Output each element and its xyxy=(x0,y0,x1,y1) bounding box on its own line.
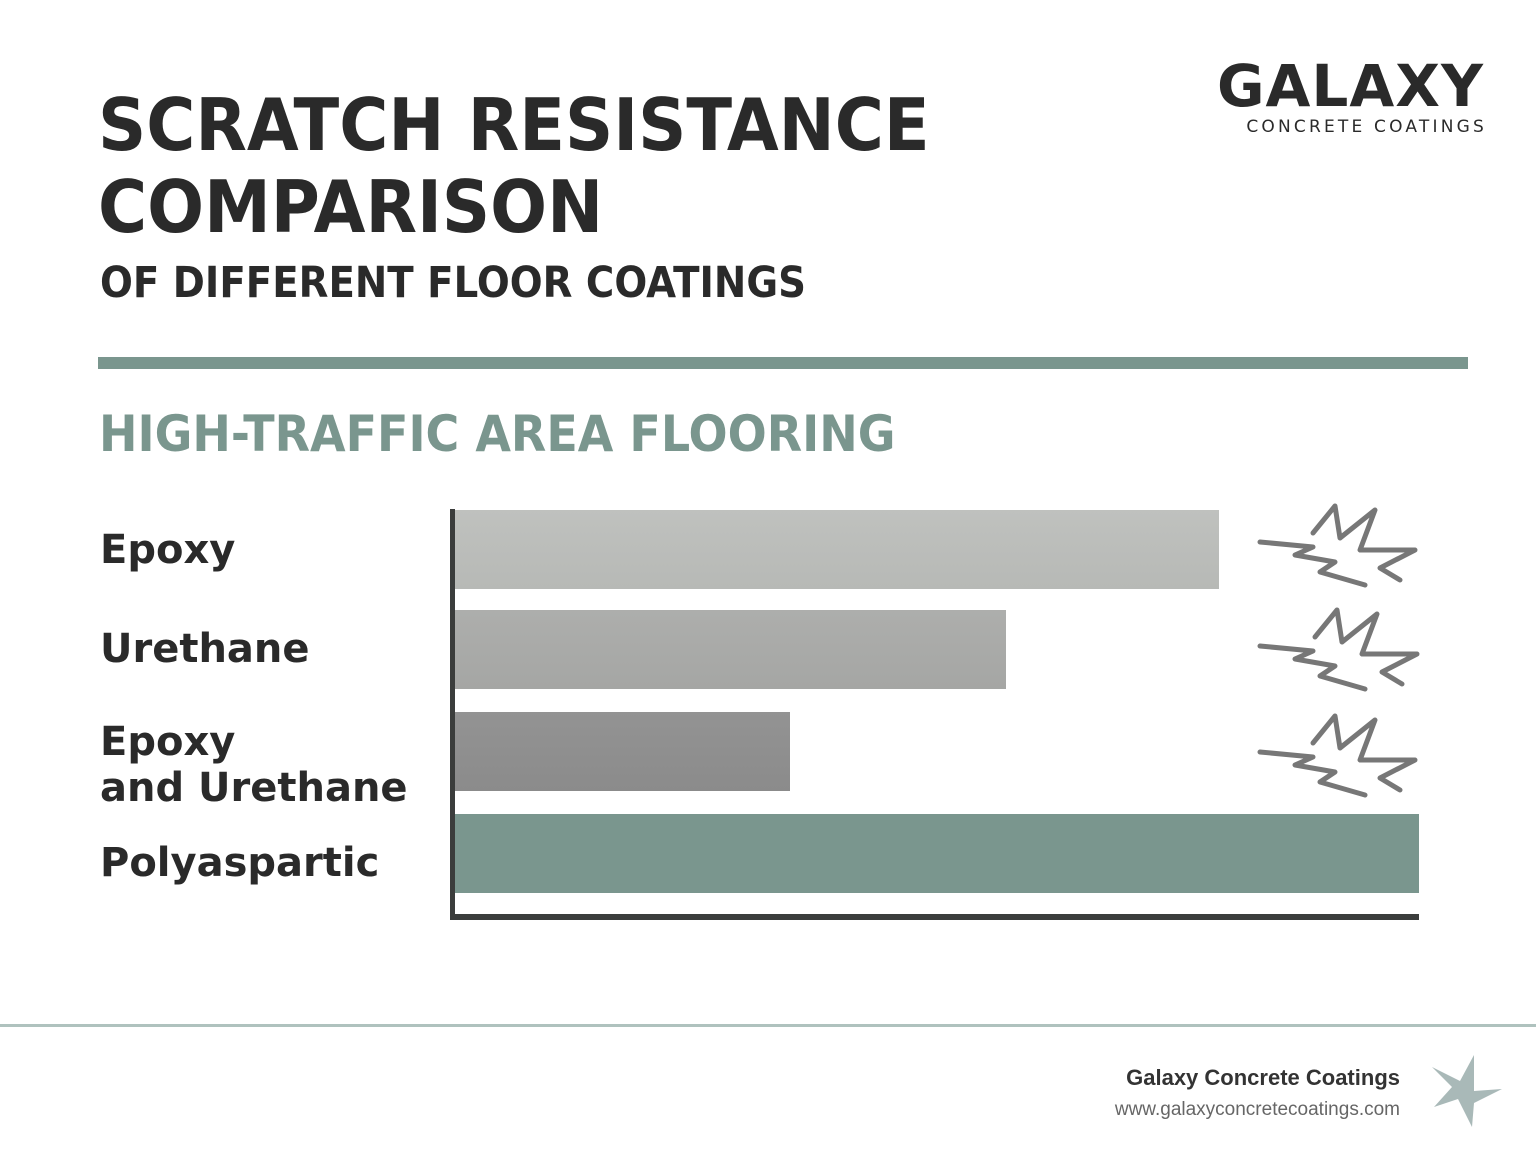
logo-wordmark: GALAXY xyxy=(1216,52,1484,120)
x-axis xyxy=(450,914,1419,920)
footer-info: Galaxy Concrete Coatings www.galaxyconcr… xyxy=(1115,1064,1400,1124)
footer-website-link[interactable]: www.galaxyconcretecoatings.com xyxy=(1114,1099,1400,1120)
scratch-icon xyxy=(1257,713,1418,798)
footer-company-name: Galaxy Concrete Coatings xyxy=(1126,1065,1400,1090)
scratch-icon xyxy=(1257,503,1418,588)
brand-logo: GALAXY CONCRETE COATINGS xyxy=(1217,56,1484,137)
bar-urethane xyxy=(455,610,1006,689)
bar-epoxy xyxy=(455,510,1219,589)
header-divider xyxy=(98,357,1468,369)
category-label-epoxy-urethane: Epoxy and Urethane xyxy=(100,719,408,811)
category-label-epoxy: Epoxy xyxy=(100,527,236,573)
bar-polyaspartic xyxy=(455,814,1419,893)
chart-title: HIGH-TRAFFIC AREA FLOORING xyxy=(99,405,896,463)
logo-tagline: CONCRETE COATINGS xyxy=(1246,117,1487,137)
footer-divider xyxy=(0,1024,1536,1027)
scratch-icon xyxy=(1257,607,1420,692)
star-icon xyxy=(1432,1055,1502,1127)
title-line-2: COMPARISON xyxy=(98,165,604,249)
page-title: SCRATCH RESISTANCE COMPARISON xyxy=(98,84,930,248)
bar-epoxy-urethane xyxy=(455,712,790,791)
category-label-urethane: Urethane xyxy=(100,626,310,672)
page-subtitle: OF DIFFERENT FLOOR COATINGS xyxy=(100,258,806,308)
category-label-polyaspartic: Polyaspartic xyxy=(100,840,380,886)
y-axis xyxy=(450,509,455,920)
title-line-1: SCRATCH RESISTANCE xyxy=(98,83,930,167)
